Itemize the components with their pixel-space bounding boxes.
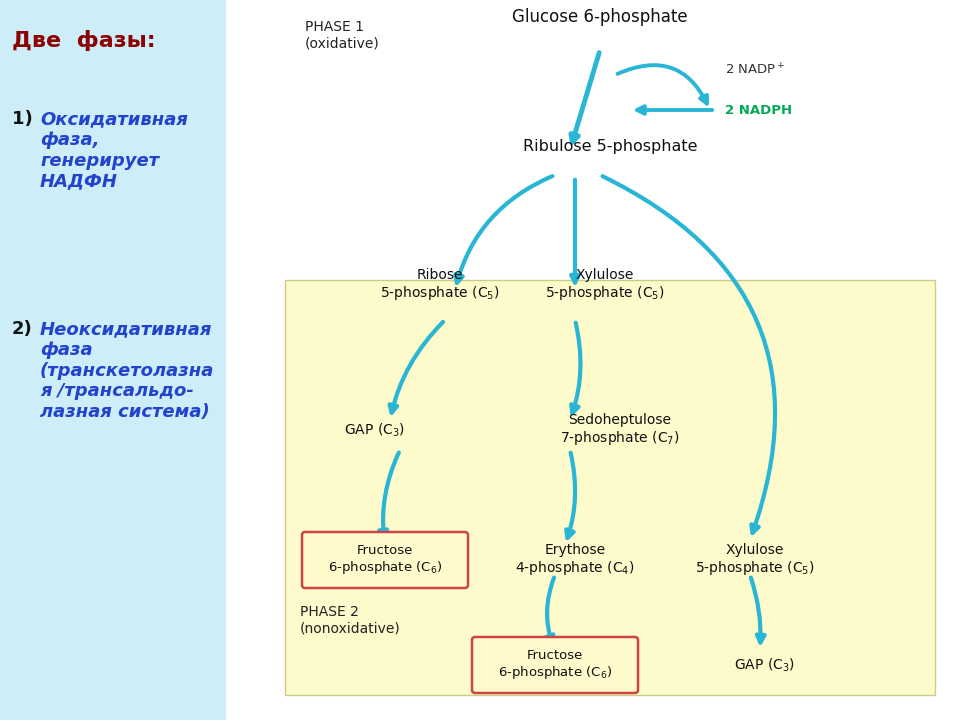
Text: Ribose
5-phosphate (C$_5$): Ribose 5-phosphate (C$_5$) xyxy=(380,268,500,302)
Text: Две  фазы:: Две фазы: xyxy=(12,30,156,51)
Bar xyxy=(285,280,935,695)
Bar xyxy=(0,0,226,720)
Text: 2 NADPH: 2 NADPH xyxy=(725,104,792,117)
Text: 2): 2) xyxy=(12,320,33,338)
Text: Xylulose
5-phosphate (C$_5$): Xylulose 5-phosphate (C$_5$) xyxy=(545,268,665,302)
Text: 1): 1) xyxy=(12,110,39,128)
Bar xyxy=(226,0,960,720)
Text: Glucose 6-phosphate: Glucose 6-phosphate xyxy=(513,8,687,26)
Text: Неоксидативная
фаза
(транскетолазна
я /трансальдо-
лазная система): Неоксидативная фаза (транскетолазна я /т… xyxy=(40,320,214,421)
Text: Erythose
4-phosphate (C$_4$): Erythose 4-phosphate (C$_4$) xyxy=(516,543,635,577)
Text: Fructose
6-phosphate (C$_6$): Fructose 6-phosphate (C$_6$) xyxy=(328,544,443,576)
Text: GAP (C$_3$): GAP (C$_3$) xyxy=(345,421,405,438)
Text: Ribulose 5-phosphate: Ribulose 5-phosphate xyxy=(523,140,697,155)
Text: PHASE 1
(oxidative): PHASE 1 (oxidative) xyxy=(305,20,380,50)
Text: Sedoheptulose
7-phosphate (C$_7$): Sedoheptulose 7-phosphate (C$_7$) xyxy=(561,413,680,447)
Text: Xylulose
5-phosphate (C$_5$): Xylulose 5-phosphate (C$_5$) xyxy=(695,543,815,577)
Text: 2 NADP$^+$: 2 NADP$^+$ xyxy=(725,63,785,78)
Text: Fructose
6-phosphate (C$_6$): Fructose 6-phosphate (C$_6$) xyxy=(498,649,612,681)
FancyBboxPatch shape xyxy=(472,637,638,693)
Text: PHASE 2
(nonoxidative): PHASE 2 (nonoxidative) xyxy=(300,605,400,635)
FancyBboxPatch shape xyxy=(302,532,468,588)
Text: GAP (C$_3$): GAP (C$_3$) xyxy=(734,657,796,674)
Text: Оксидативная
фаза,
генерирует
НАДФН: Оксидативная фаза, генерирует НАДФН xyxy=(40,110,188,190)
